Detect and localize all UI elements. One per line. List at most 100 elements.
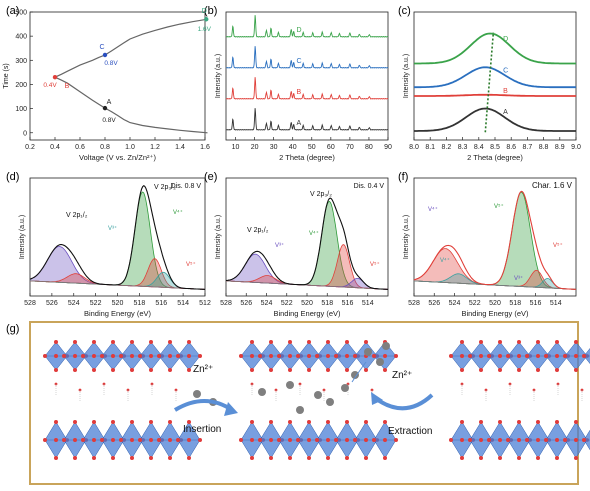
zinc-ion [296,406,304,414]
oxygen-atom [364,420,368,424]
oxygen-atom [277,354,281,358]
oxygen-atom [506,354,510,358]
series-line-0 [54,76,208,134]
oxygen-atom [479,368,483,372]
xps-title: Dis. 0.8 V [171,183,202,190]
oxygen-atom [394,354,398,358]
oxygen-atom [269,340,273,344]
xrd-label-A: A [297,120,302,127]
oxygen-atom [383,368,387,372]
oxygen-atom [525,354,529,358]
schematic-panel-g: Zn²⁺ Zn²⁺ Insertion Extraction [29,321,590,485]
xps-envelope [413,190,577,290]
oxygen-atom [54,354,58,358]
oxygen-atom [544,438,548,442]
peak-label-A: A [503,109,508,116]
y-axis-label: Intensity (a.u.) [215,215,222,259]
xps-annotation-2: V⁴⁺ [309,230,319,237]
x-tick-label: 1.0 [125,144,135,151]
oxygen-atom [250,368,254,372]
chart-panel-e: 528 526 524 522 520 518 516 514 Binding Energy (… [215,177,389,318]
xps-annotation-1: V⁴⁺ [428,206,438,213]
x-tick-label: 522 [281,300,293,307]
oxygen-atom [334,438,338,442]
xrd-pattern-A [225,108,389,131]
oxygen-atom [119,354,123,358]
oxygen-atom [307,456,311,460]
xps-component-fill-1 [414,270,576,290]
series-line-1 [54,18,208,78]
oxygen-atom [92,354,96,358]
x-tick-label: 520 [112,300,124,307]
zinc-ion [193,390,201,398]
oxygen-atom [100,354,104,358]
oxygen-atom [555,420,559,424]
oxygen-atom [307,368,311,372]
oxygen-atom [288,368,292,372]
x-tick-label: 70 [346,144,354,151]
oxygen-atom [81,354,85,358]
xps-component-fill-2 [226,278,388,290]
y-axis-label: Intensity (a.u.) [19,215,26,259]
extraction-label: Extraction [388,426,432,437]
x-tick-label: 512 [199,300,211,307]
oxygen-atom [498,354,502,358]
peak-label-D: D [503,36,508,43]
oxygen-atom [468,354,472,358]
oxygen-atom [326,368,330,372]
x-tick-label: 90 [384,144,392,151]
point-value-B: 0.4V [43,82,57,89]
oxygen-atom [307,354,311,358]
y-axis-label: Intensity (a.u.) [403,54,410,98]
oxygen-atom [288,456,292,460]
x-tick-label: 514 [550,300,562,307]
oxygen-atom [326,438,330,442]
zinc-ion [382,342,390,350]
oxygen-atom [92,420,96,424]
oxygen-atom [130,438,134,442]
oxygen-atom [92,438,96,442]
x-tick-label: 516 [530,300,542,307]
x-tick-label: 1.6 [200,144,210,151]
oxygen-atom [288,340,292,344]
oxygen-atom [307,438,311,442]
chart-panel-f: 528 526 524 522 520 518 516 514 Binding Energy (… [403,177,577,318]
oxygen-atom [345,456,349,460]
trend-line [484,32,495,133]
oxygen-atom [250,438,254,442]
oxygen-atom [326,420,330,424]
x-tick-label: 80 [365,144,373,151]
xps-annotation-1: V 2p₁/₂ [66,212,88,219]
oxygen-atom [168,420,172,424]
oxygen-atom [555,354,559,358]
xps-component-fill-2 [30,272,205,290]
oxygen-atom [536,340,540,344]
x-tick-label: 8.7 [523,144,533,151]
plot-frame [225,11,389,141]
oxygen-atom [288,438,292,442]
x-tick-label: 0.2 [25,144,35,151]
y-tick-label: 400 [15,34,27,41]
oxygen-atom [517,354,521,358]
oxygen-atom [555,368,559,372]
xps-component-fill-4 [226,275,388,290]
oxygen-atom [130,368,134,372]
oxygen-atom [479,340,483,344]
oxygen-atom [130,354,134,358]
x-tick-label: 516 [342,300,354,307]
oxygen-atom [479,354,483,358]
oxygen-atom [149,456,153,460]
oxygen-atom [250,456,254,460]
oxygen-atom [62,354,66,358]
oxygen-atom [574,438,578,442]
zinc-ion [376,358,384,366]
y-tick-label: 100 [15,106,27,113]
oxygen-atom [54,438,58,442]
oxygen-atom [555,438,559,442]
xps-component-fill-1 [226,244,388,290]
x-tick-label: 20 [251,144,259,151]
x-tick-label: 0.8 [100,144,110,151]
zinc-ion [351,371,359,379]
oxygen-atom [574,456,578,460]
x-tick-label: 0.6 [75,144,85,151]
